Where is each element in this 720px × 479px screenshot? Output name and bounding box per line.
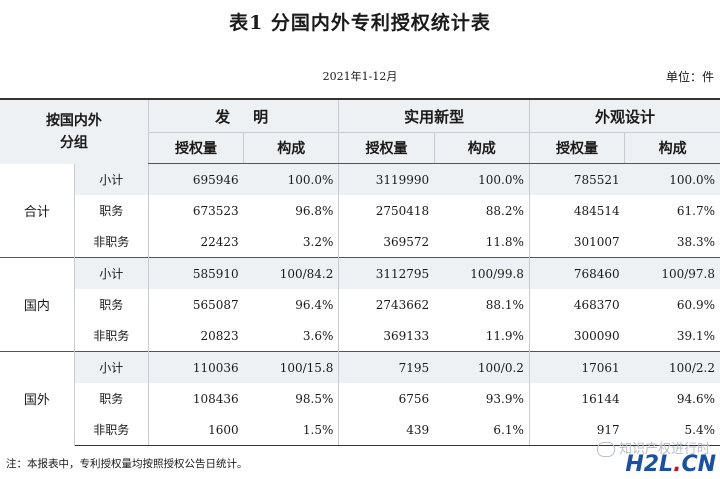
grant-count-cell: 6756 xyxy=(338,383,435,414)
header-group-design: 外观设计 xyxy=(528,98,720,133)
table-row: 职务 673523 96.8% 2750418 88.2% 484514 61.7% xyxy=(0,195,720,226)
composition-cell: 1.5% xyxy=(243,414,339,446)
grant-count-cell: 2743662 xyxy=(338,289,435,320)
grant-count-cell: 585910 xyxy=(147,257,244,289)
table-row: 职务 108436 98.5% 6756 93.9% 16144 94.6% xyxy=(0,383,720,414)
composition-cell: 100/15.8 xyxy=(243,351,339,383)
row-label: 职务 xyxy=(99,392,124,406)
report-period: 2021年1-12月 xyxy=(322,70,398,83)
table-row: 合计 小计 695946 100.0% 3119990 100.0% 785521 100.0… xyxy=(0,163,720,258)
grant-count-cell: 17061 xyxy=(528,351,625,383)
watermark: 知识产权进行时 xyxy=(596,438,710,457)
row-label: 非职务 xyxy=(93,235,130,249)
composition-cell: 61.7% xyxy=(676,203,715,218)
grant-count-cell: 108436 xyxy=(147,383,244,414)
composition-cell: 3.2% xyxy=(302,234,334,249)
group-cell: 国内 xyxy=(0,257,75,352)
header-composition: 构成 xyxy=(243,132,339,164)
group-cell: 合计 xyxy=(0,163,75,258)
grant-count-cell: 1600 xyxy=(147,414,244,446)
composition-cell: 100.0% xyxy=(434,163,530,195)
header-group-invention: 发 明 xyxy=(147,98,339,133)
site-logo: H2L.CN xyxy=(625,452,716,477)
header-grant-count: 授权量 xyxy=(528,132,625,164)
row-label: 小计 xyxy=(74,163,149,195)
row-label: 非职务 xyxy=(93,329,130,343)
wechat-icon xyxy=(596,442,615,457)
composition-cell: 5.4% xyxy=(624,414,720,446)
composition-cell: 11.8% xyxy=(485,234,524,249)
composition-cell: 88.2% xyxy=(485,203,524,218)
composition-cell: 39.1% xyxy=(676,328,715,343)
grant-count-cell: 301007 xyxy=(528,226,625,258)
header-composition: 构成 xyxy=(433,132,530,164)
composition-cell: 96.8% xyxy=(295,203,334,218)
corner-line-2: 分组 xyxy=(59,134,88,151)
row-label: 非职务 xyxy=(74,414,149,446)
header-group-utility-model: 实用新型 xyxy=(338,98,530,133)
composition-cell: 94.6% xyxy=(676,391,715,406)
group-cell: 国外 xyxy=(0,351,75,446)
grant-count-cell: 565087 xyxy=(147,289,244,320)
table-row: 职务 565087 96.4% 2743662 88.1% 468370 60.9% xyxy=(0,289,720,320)
table-row: 非职务 20823 3.6% 369133 11.9% 300090 39.1% xyxy=(0,320,720,352)
table-body: 合计 小计 695946 100.0% 3119990 100.0% 785521 100.0… xyxy=(0,163,720,446)
grant-count-cell: 22423 xyxy=(147,226,244,258)
composition-cell: 100/99.8 xyxy=(434,257,530,289)
grant-count-cell: 369133 xyxy=(338,320,435,352)
composition-cell: 100/97.8 xyxy=(624,257,720,289)
composition-cell: 3.6% xyxy=(302,328,334,343)
patent-statistics-table: 按国内外 分组 发 明 实用新型 外观设计 授权量 构成 授权量 构成 授权量 … xyxy=(0,98,720,446)
grant-count-cell: 20823 xyxy=(147,320,244,352)
grant-count-cell: 917 xyxy=(528,414,625,446)
row-label: 职务 xyxy=(99,204,124,218)
composition-cell: 11.9% xyxy=(485,328,524,343)
grant-count-cell: 673523 xyxy=(147,195,244,226)
grant-count-cell: 7195 xyxy=(338,351,435,383)
header-corner: 按国内外 分组 xyxy=(0,98,149,164)
grant-count-cell: 369572 xyxy=(338,226,435,258)
table-row: 国外 小计 110036 100/15.8 7195 100/0.2 17061 100/2.… xyxy=(0,351,720,446)
table-row: 国内 小计 585910 100/84.2 3112795 100/99.8 768460 1… xyxy=(0,257,720,352)
composition-cell: 88.1% xyxy=(485,297,524,312)
composition-cell: 100/84.2 xyxy=(243,257,339,289)
composition-cell: 38.3% xyxy=(676,234,715,249)
row-label: 职务 xyxy=(99,298,124,312)
grant-count-cell: 468370 xyxy=(528,289,625,320)
row-label: 小计 xyxy=(74,351,149,383)
grant-count-cell: 16144 xyxy=(528,383,625,414)
grant-count-cell: 3119990 xyxy=(338,163,435,195)
composition-cell: 98.5% xyxy=(295,391,334,406)
header-grant-count: 授权量 xyxy=(338,132,435,164)
unit-label: 单位：件 xyxy=(665,70,714,84)
composition-cell: 100.0% xyxy=(243,163,339,195)
grant-count-cell: 484514 xyxy=(528,195,625,226)
composition-cell: 93.9% xyxy=(485,391,524,406)
composition-cell: 100.0% xyxy=(624,163,720,195)
grant-count-cell: 110036 xyxy=(147,351,244,383)
grant-count-cell: 785521 xyxy=(528,163,625,195)
composition-cell: 6.1% xyxy=(434,414,530,446)
grant-count-cell: 2750418 xyxy=(338,195,435,226)
footnote: 注：本报表中，专利授权量均按照授权公告日统计。 xyxy=(6,458,248,470)
table-row: 非职务 1600 1.5% 439 6.1% 917 5.4% xyxy=(0,414,720,446)
composition-cell: 60.9% xyxy=(676,297,715,312)
row-label: 小计 xyxy=(74,257,149,289)
table-title: 表1 分国内外专利授权统计表 xyxy=(229,12,491,34)
composition-cell: 96.4% xyxy=(295,297,334,312)
grant-count-cell: 3112795 xyxy=(338,257,435,289)
table-row: 非职务 22423 3.2% 369572 11.8% 301007 38.3% xyxy=(0,226,720,258)
composition-cell: 100/2.2 xyxy=(624,351,720,383)
composition-cell: 100/0.2 xyxy=(434,351,530,383)
grant-count-cell: 695946 xyxy=(147,163,244,195)
header-composition: 构成 xyxy=(624,132,720,164)
grant-count-cell: 768460 xyxy=(528,257,625,289)
corner-line-1: 按国内外 xyxy=(45,112,102,129)
grant-count-cell: 300090 xyxy=(528,320,625,352)
header-grant-count: 授权量 xyxy=(147,132,244,164)
grant-count-cell: 439 xyxy=(338,414,435,446)
